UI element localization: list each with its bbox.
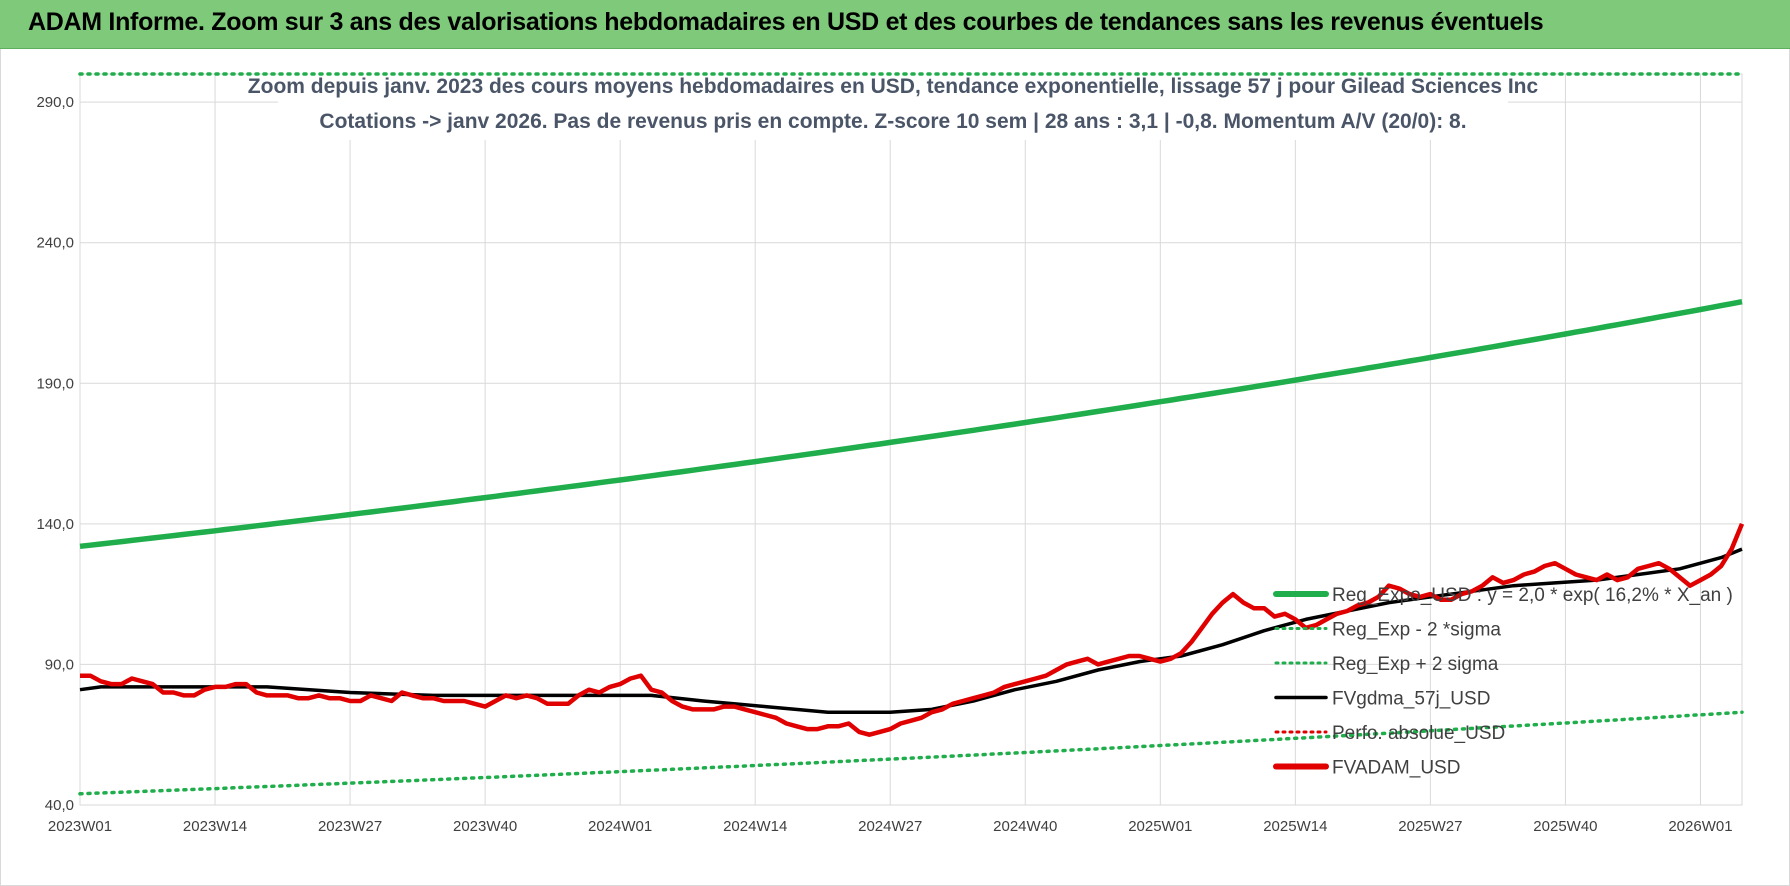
series-reg-exp-minus-2-sigma xyxy=(78,710,1744,796)
x-tick-label: 2024W01 xyxy=(588,818,652,835)
series-reg-expo-usd xyxy=(79,298,1743,550)
x-tick-label: 2023W01 xyxy=(48,818,112,835)
x-axis-labels: 2023W01 2023W14 2023W27 2023W40 2024W01 2024W… xyxy=(48,818,1733,835)
series-fvadam-usd xyxy=(80,522,1745,737)
y-tick-label: 40,0 xyxy=(45,797,74,814)
y-axis-labels: 40,0 90,0 140,0 190,0 240,0 290,0 xyxy=(36,94,74,814)
page-title: ADAM Informe. Zoom sur 3 ans des valoris… xyxy=(28,8,1544,36)
x-tick-label: 2023W27 xyxy=(318,818,382,835)
y-tick-label: 140,0 xyxy=(36,516,74,533)
y-tick-label: 290,0 xyxy=(36,94,74,111)
x-tick-label: 2024W27 xyxy=(858,818,922,835)
x-tick-label: 2025W27 xyxy=(1398,818,1462,835)
series-fvgdma-57j-usd xyxy=(79,547,1743,714)
chart-title-line1: Zoom depuis janv. 2023 des cours moyens … xyxy=(248,75,1539,98)
x-tick-label: 2024W40 xyxy=(993,818,1057,835)
x-tick-label: 2023W14 xyxy=(183,818,247,835)
legend-label-2: Reg_Exp + 2 sigma xyxy=(1332,654,1499,675)
y-tick-label: 90,0 xyxy=(45,656,74,673)
series-group xyxy=(78,72,1745,796)
x-tick-label: 2025W14 xyxy=(1263,818,1327,835)
chart-title-line2: Cotations -> janv 2026. Pas de revenus p… xyxy=(319,110,1466,133)
x-tick-label: 2026W01 xyxy=(1668,818,1732,835)
legend-label-3: FVgdma_57j_USD xyxy=(1332,689,1490,710)
legend-label-4: Perfo. absolue_USD xyxy=(1332,723,1505,744)
x-tick-label: 2023W40 xyxy=(453,818,517,835)
legend: Reg_Expo_USD : y = 2,0 * exp( 16,2% * X_… xyxy=(1273,585,1733,779)
x-tick-label: 2024W14 xyxy=(723,818,787,835)
y-tick-label: 190,0 xyxy=(36,375,74,392)
legend-label-1: Reg_Exp - 2 *sigma xyxy=(1332,620,1501,641)
legend-label-5: FVADAM_USD xyxy=(1332,758,1460,779)
header-bar: ADAM Informe. Zoom sur 3 ans des valoris… xyxy=(0,0,1790,49)
x-tick-label: 2025W40 xyxy=(1533,818,1597,835)
legend-label-0: Reg_Expo_USD : y = 2,0 * exp( 16,2% * X_… xyxy=(1332,585,1733,606)
x-tick-label: 2025W01 xyxy=(1128,818,1192,835)
y-tick-label: 240,0 xyxy=(36,235,74,252)
